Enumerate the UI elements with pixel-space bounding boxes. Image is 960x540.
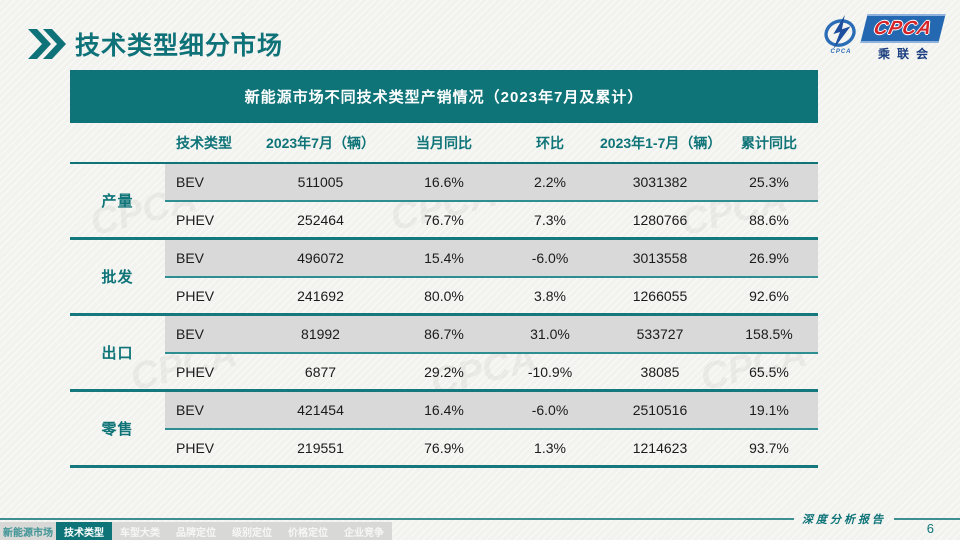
nav-tab-class-positioning[interactable]: 级别定位 [232,527,272,539]
tech-type-cell: PHEV [165,278,253,316]
table-cell: 1280766 [600,202,720,240]
row-group-label: 批发 [70,240,165,316]
footer-label: 深度分析报告 [802,513,886,526]
cpca-emblem-icon: CPCA [822,14,860,55]
table-cell: 2.2% [500,164,600,202]
table-cell: 38085 [600,354,720,392]
table-cell: 31.0% [500,316,600,354]
table-cell: 25.3% [720,164,818,202]
table-title: 新能源市场不同技术类型产销情况（2023年7月及累计） [70,70,818,123]
cpca-logo: CPCA CPCA 乘联会 [822,14,946,62]
column-header: 当月同比 [388,123,500,164]
table-cell: 1214623 [600,430,720,468]
footer-rule-right [894,518,960,520]
nav-tab-tech-type[interactable]: 技术类型 [56,522,112,540]
table-cell: 16.6% [388,164,500,202]
table-cell: 80.0% [388,278,500,316]
column-header: 技术类型 [165,123,253,164]
table-cell: 2510516 [600,392,720,430]
nav-tab-competition[interactable]: 企业竞争 [344,527,384,539]
footer-rule-left [0,518,794,520]
table-cell: 93.7% [720,430,818,468]
table-cell: 496072 [253,240,388,278]
tech-type-cell: BEV [165,316,253,354]
table-cell: 88.6% [720,202,818,240]
column-header: 累计同比 [720,123,818,164]
table-cell: -6.0% [500,240,600,278]
table-grid: 技术类型 2023年7月（辆） 当月同比 环比 2023年1-7月（辆） 累计同… [70,123,818,468]
table-cell: -6.0% [500,392,600,430]
table-cell: -10.9% [500,354,600,392]
tech-type-cell: PHEV [165,202,253,240]
table-cell: 3031382 [600,164,720,202]
table-cell: 1266055 [600,278,720,316]
table-cell: 16.4% [388,392,500,430]
emblem-caption: CPCA [830,49,852,55]
table-cell: 158.5% [720,316,818,354]
table-cell: 76.7% [388,202,500,240]
table-cell: 29.2% [388,354,500,392]
footer: 深度分析报告 [0,511,960,527]
table-cell: 92.6% [720,278,818,316]
table-cell: 19.1% [720,392,818,430]
table-cell: 26.9% [720,240,818,278]
page-title: 技术类型细分市场 [75,32,284,60]
table-cell: 3.8% [500,278,600,316]
column-header: 2023年1-7月（辆） [600,123,721,164]
column-header: 2023年7月（辆） [253,123,388,164]
tech-type-cell: PHEV [165,354,253,392]
row-group-label: 产量 [70,164,165,240]
tech-type-cell: BEV [165,164,253,202]
row-group-label: 出口 [70,316,165,392]
column-header-empty [70,123,165,164]
table-cell: 533727 [600,316,720,354]
table-cell: 3013558 [600,240,720,278]
table-cell: 15.4% [388,240,500,278]
tech-type-cell: PHEV [165,430,253,468]
table-cell: 76.9% [388,430,500,468]
table-cell: 1.3% [500,430,600,468]
table-cell: 511005 [253,164,388,202]
tech-type-cell: BEV [165,240,253,278]
table-cell: 6877 [253,354,388,392]
table-cell: 252464 [253,202,388,240]
section-nav: 新能源市场 技术类型 车型大类 品牌定位 级别定位 价格定位 企业竞争 [0,522,392,540]
page-number: 6 [926,521,934,536]
table-cell: 241692 [253,278,388,316]
nav-tab-new-energy-market[interactable]: 新能源市场 [3,527,53,539]
column-header: 环比 [500,123,600,164]
table-cell: 7.3% [500,202,600,240]
row-group-label: 零售 [70,392,165,468]
table-cell: 219551 [253,430,388,468]
nav-tab-brand-positioning[interactable]: 品牌定位 [176,527,216,539]
table-cell: 421454 [253,392,388,430]
table-cell: 86.7% [388,316,500,354]
page-header: 技术类型细分市场 [28,26,283,62]
logo-plate: CPCA [860,14,946,43]
tech-type-cell: BEV [165,392,253,430]
table-cell: 65.5% [720,354,818,392]
logo-cpca-text: CPCA [871,17,935,39]
data-table: 新能源市场不同技术类型产销情况（2023年7月及累计） 技术类型 2023年7月… [70,70,818,468]
double-chevron-icon [28,29,66,59]
table-cell: 81992 [253,316,388,354]
logo-subtitle: 乘联会 [877,47,935,61]
nav-tab-price-positioning[interactable]: 价格定位 [288,527,328,539]
nav-tab-model-category[interactable]: 车型大类 [120,527,160,539]
logo-wordmark: CPCA 乘联会 [860,14,946,62]
